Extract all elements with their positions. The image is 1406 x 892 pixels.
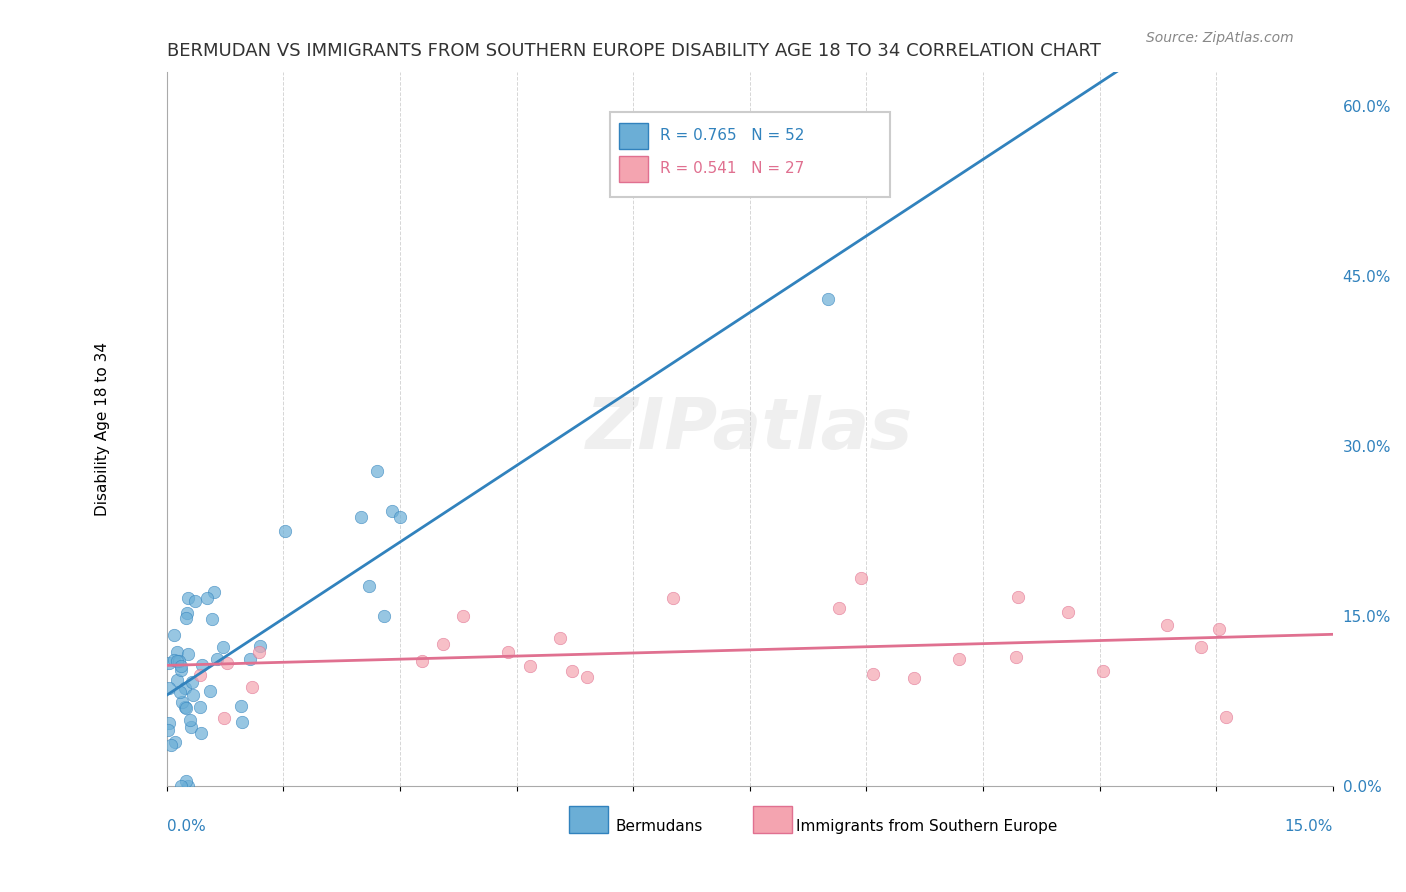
Bermudans bbox=[177, 647, 200, 661]
Bermudans bbox=[381, 504, 404, 518]
Bermudans bbox=[157, 681, 180, 695]
Bermudans bbox=[212, 640, 235, 654]
Immigrants from Southern Europe bbox=[576, 670, 599, 684]
Bermudans bbox=[166, 673, 188, 687]
Bermudans bbox=[195, 591, 218, 606]
Immigrants from Southern Europe bbox=[1091, 664, 1114, 678]
Text: Disability Age 18 to 34: Disability Age 18 to 34 bbox=[96, 343, 110, 516]
Bermudans bbox=[817, 292, 839, 306]
Immigrants from Southern Europe bbox=[1156, 618, 1178, 632]
Bermudans bbox=[174, 681, 197, 695]
Immigrants from Southern Europe bbox=[1057, 605, 1080, 619]
FancyBboxPatch shape bbox=[569, 805, 607, 833]
Bermudans bbox=[180, 674, 202, 689]
Bermudans bbox=[173, 700, 195, 714]
Immigrants from Southern Europe bbox=[496, 645, 519, 659]
Bermudans bbox=[166, 645, 188, 659]
Bermudans bbox=[201, 612, 224, 626]
Immigrants from Southern Europe bbox=[411, 654, 433, 668]
Bermudans bbox=[156, 723, 179, 737]
Immigrants from Southern Europe bbox=[662, 591, 685, 605]
Immigrants from Southern Europe bbox=[451, 609, 474, 624]
Bermudans bbox=[174, 701, 197, 715]
Immigrants from Southern Europe bbox=[828, 600, 851, 615]
Text: R = 0.765   N = 52: R = 0.765 N = 52 bbox=[659, 128, 804, 144]
Text: Immigrants from Southern Europe: Immigrants from Southern Europe bbox=[796, 819, 1057, 834]
Bermudans bbox=[181, 689, 204, 703]
Immigrants from Southern Europe bbox=[1215, 710, 1237, 724]
Immigrants from Southern Europe bbox=[903, 671, 925, 685]
Immigrants from Southern Europe bbox=[1005, 649, 1028, 664]
Bermudans bbox=[177, 780, 200, 794]
Immigrants from Southern Europe bbox=[432, 637, 454, 651]
Bermudans bbox=[170, 658, 193, 673]
Bermudans bbox=[167, 654, 190, 668]
Bermudans bbox=[207, 652, 229, 666]
Bermudans bbox=[179, 713, 201, 727]
Immigrants from Southern Europe bbox=[849, 570, 872, 584]
Bermudans bbox=[249, 639, 271, 653]
FancyBboxPatch shape bbox=[610, 112, 890, 197]
Bermudans bbox=[170, 695, 193, 709]
Immigrants from Southern Europe bbox=[188, 668, 211, 682]
Bermudans bbox=[357, 579, 380, 593]
Bermudans bbox=[157, 716, 180, 731]
Bermudans bbox=[388, 509, 411, 524]
Bermudans bbox=[166, 654, 188, 668]
FancyBboxPatch shape bbox=[754, 805, 792, 833]
Text: 0.0%: 0.0% bbox=[167, 819, 205, 834]
Bermudans bbox=[231, 698, 253, 713]
Text: Source: ZipAtlas.com: Source: ZipAtlas.com bbox=[1146, 31, 1294, 45]
Immigrants from Southern Europe bbox=[1007, 591, 1029, 605]
Immigrants from Southern Europe bbox=[948, 652, 970, 666]
Bermudans bbox=[184, 594, 207, 608]
Bermudans bbox=[160, 739, 183, 753]
Bermudans bbox=[180, 720, 202, 734]
Bermudans bbox=[198, 683, 221, 698]
Bermudans bbox=[176, 606, 198, 620]
Bermudans bbox=[177, 591, 200, 605]
Text: R = 0.541   N = 27: R = 0.541 N = 27 bbox=[659, 161, 804, 177]
Bermudans bbox=[157, 657, 180, 671]
Bermudans bbox=[188, 700, 211, 714]
Bermudans bbox=[163, 628, 186, 642]
Text: BERMUDAN VS IMMIGRANTS FROM SOUTHERN EUROPE DISABILITY AGE 18 TO 34 CORRELATION : BERMUDAN VS IMMIGRANTS FROM SOUTHERN EUR… bbox=[167, 42, 1101, 60]
Bermudans bbox=[366, 464, 388, 478]
Bermudans bbox=[163, 734, 186, 748]
Text: 15.0%: 15.0% bbox=[1285, 819, 1333, 834]
Bermudans bbox=[231, 715, 253, 730]
Text: ZIPatlas: ZIPatlas bbox=[586, 395, 914, 464]
Immigrants from Southern Europe bbox=[561, 664, 583, 678]
Bermudans bbox=[170, 664, 193, 678]
Bermudans bbox=[191, 658, 214, 673]
Bermudans bbox=[170, 780, 193, 794]
Immigrants from Southern Europe bbox=[548, 631, 571, 645]
Immigrants from Southern Europe bbox=[249, 645, 271, 659]
Bermudans bbox=[174, 611, 197, 625]
Immigrants from Southern Europe bbox=[862, 666, 884, 681]
Bermudans bbox=[176, 774, 198, 789]
Bermudans bbox=[373, 608, 395, 623]
Text: Bermudans: Bermudans bbox=[616, 819, 703, 834]
Immigrants from Southern Europe bbox=[519, 659, 541, 673]
Bermudans bbox=[239, 652, 262, 666]
Bermudans bbox=[274, 524, 297, 539]
Bermudans bbox=[350, 510, 373, 524]
Immigrants from Southern Europe bbox=[217, 656, 239, 670]
Immigrants from Southern Europe bbox=[212, 711, 235, 725]
Bermudans bbox=[190, 726, 212, 740]
Immigrants from Southern Europe bbox=[242, 680, 264, 694]
Immigrants from Southern Europe bbox=[1208, 622, 1230, 636]
Bermudans bbox=[163, 653, 186, 667]
Bermudans bbox=[169, 685, 191, 699]
FancyBboxPatch shape bbox=[619, 156, 648, 182]
FancyBboxPatch shape bbox=[619, 123, 648, 149]
Immigrants from Southern Europe bbox=[1189, 640, 1212, 655]
Bermudans bbox=[202, 584, 225, 599]
